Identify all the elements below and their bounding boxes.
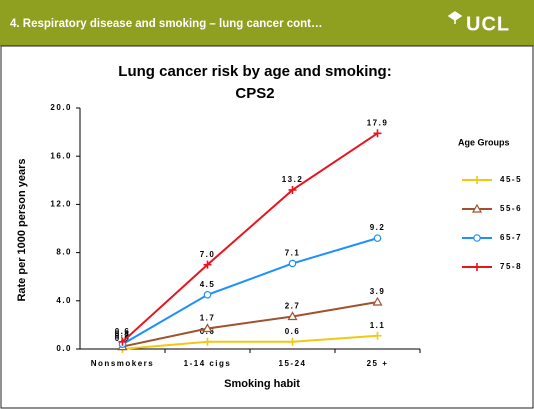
y-axis-label: Rate per 1000 person years (16, 158, 28, 301)
data-point (118, 337, 127, 346)
chart-title: Lung cancer risk by age and smoking: (118, 63, 391, 80)
legend-title: Age Groups (458, 137, 510, 147)
y-tick-label: 20.0 (50, 103, 72, 112)
y-tick-label: 16.0 (50, 151, 72, 160)
header-title: 4. Respiratory disease and smoking – lun… (10, 18, 323, 30)
logo-icon (447, 11, 463, 24)
value-label: 7.0 (200, 250, 216, 259)
legend-marker (473, 234, 481, 242)
value-label: 0.6 (285, 327, 301, 336)
data-point (373, 129, 382, 138)
y-tick-label: 0.0 (56, 344, 72, 353)
value-label: 0.2 (115, 332, 131, 341)
value-label: 2.7 (285, 302, 301, 311)
legend-label: 65-7 (500, 233, 522, 242)
data-point (287, 311, 298, 321)
series-line (122, 334, 378, 350)
y-tick-label: 8.0 (56, 248, 72, 257)
data-point (203, 337, 212, 346)
data-point (372, 296, 383, 306)
slide-frame (0, 45, 534, 409)
legend-marker (471, 203, 483, 213)
legend-label: 75-8 (500, 262, 522, 271)
x-tick-label: 25 + (367, 359, 389, 368)
chart-subtitle: CPS2 (235, 85, 274, 102)
data-point (203, 260, 212, 269)
data-point (288, 337, 297, 346)
x-tick-label: 15-24 (279, 359, 307, 368)
y-tick-label: 12.0 (50, 200, 72, 209)
value-label: 3.9 (370, 287, 386, 296)
data-point (373, 234, 382, 242)
data-point (288, 185, 297, 194)
value-label: 0.6 (115, 327, 131, 336)
value-label: 7.1 (285, 249, 301, 258)
value-label: 9.2 (370, 223, 386, 232)
legend-marker (473, 176, 481, 184)
series-line (121, 237, 378, 346)
legend-label: 45-5 (500, 175, 522, 184)
data-point (202, 323, 213, 333)
value-label: 4.5 (200, 280, 216, 289)
value-label: 1.7 (200, 314, 216, 323)
value-label: 13.2 (282, 175, 304, 184)
logo: UCL (466, 13, 510, 35)
legend-label: 55-6 (500, 204, 522, 213)
x-tick-label: Nonsmokers (91, 359, 154, 368)
value-label: 0.4 (115, 329, 131, 338)
x-tick-label: 1-14 cigs (184, 359, 232, 368)
series-line (121, 132, 379, 343)
data-point (288, 259, 297, 268)
value-label: 17.9 (367, 118, 389, 127)
data-point (203, 290, 212, 299)
header-bar (0, 0, 534, 46)
value-label: 1.1 (370, 321, 386, 330)
legend-marker (473, 263, 481, 271)
data-point (373, 331, 382, 340)
x-axis-label: Smoking habit (224, 378, 300, 390)
y-tick-label: 4.0 (56, 296, 72, 305)
series-line (122, 301, 378, 348)
